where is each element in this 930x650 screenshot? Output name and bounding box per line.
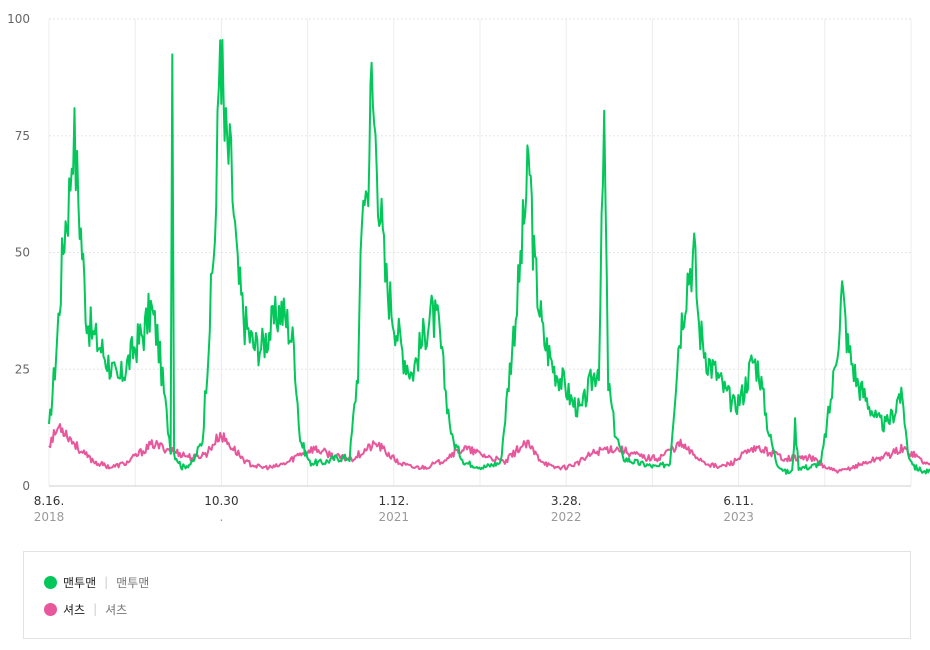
x-tick-label: 10.30	[204, 494, 238, 508]
trend-line-chart: 0 25 50 75 100 8.16. 2018 10.30. 1.12. 2021 3.28.…	[7, 12, 930, 524]
series-lines	[48, 39, 930, 475]
x-axis: 8.16. 2018 10.30. 1.12. 2021 3.28. 2022 6.11. 20…	[34, 494, 754, 524]
legend-series-group: 셔츠	[105, 602, 128, 617]
y-axis: 0 25 50 75 100	[7, 12, 30, 493]
legend-series-group: 맨투맨	[116, 575, 150, 590]
y-tick-label: 25	[15, 362, 30, 376]
legend: 맨투맨 | 맨투맨 셔츠 | 셔츠	[23, 551, 911, 639]
legend-item-series-1[interactable]: 맨투맨 | 맨투맨	[44, 572, 149, 592]
legend-item-series-2[interactable]: 셔츠 | 셔츠	[44, 599, 127, 619]
legend-dot-series-2	[44, 602, 57, 616]
y-tick-label: 100	[7, 12, 30, 26]
x-tick-sublabel: 2021	[379, 510, 410, 524]
x-tick-label: 1.12.	[379, 494, 410, 508]
legend-separator: |	[104, 575, 109, 589]
x-tick-sublabel: 2018	[34, 510, 65, 524]
x-tick-label: 8.16.	[34, 494, 65, 508]
legend-separator: |	[93, 602, 98, 616]
x-tick-sublabel: .	[219, 510, 223, 524]
x-tick-label: 3.28.	[551, 494, 582, 508]
y-tick-label: 0	[22, 479, 30, 493]
x-tick-label: 6.11.	[723, 494, 754, 508]
x-tick-sublabel: 2023	[723, 510, 754, 524]
x-tick-sublabel: 2022	[551, 510, 582, 524]
chart-grid	[48, 18, 912, 487]
series-line-1	[48, 39, 930, 475]
y-tick-label: 75	[15, 129, 30, 143]
y-tick-label: 50	[15, 246, 30, 260]
legend-series-name: 맨투맨	[63, 575, 97, 590]
legend-dot-series-1	[44, 575, 57, 589]
legend-series-name: 셔츠	[63, 602, 86, 617]
